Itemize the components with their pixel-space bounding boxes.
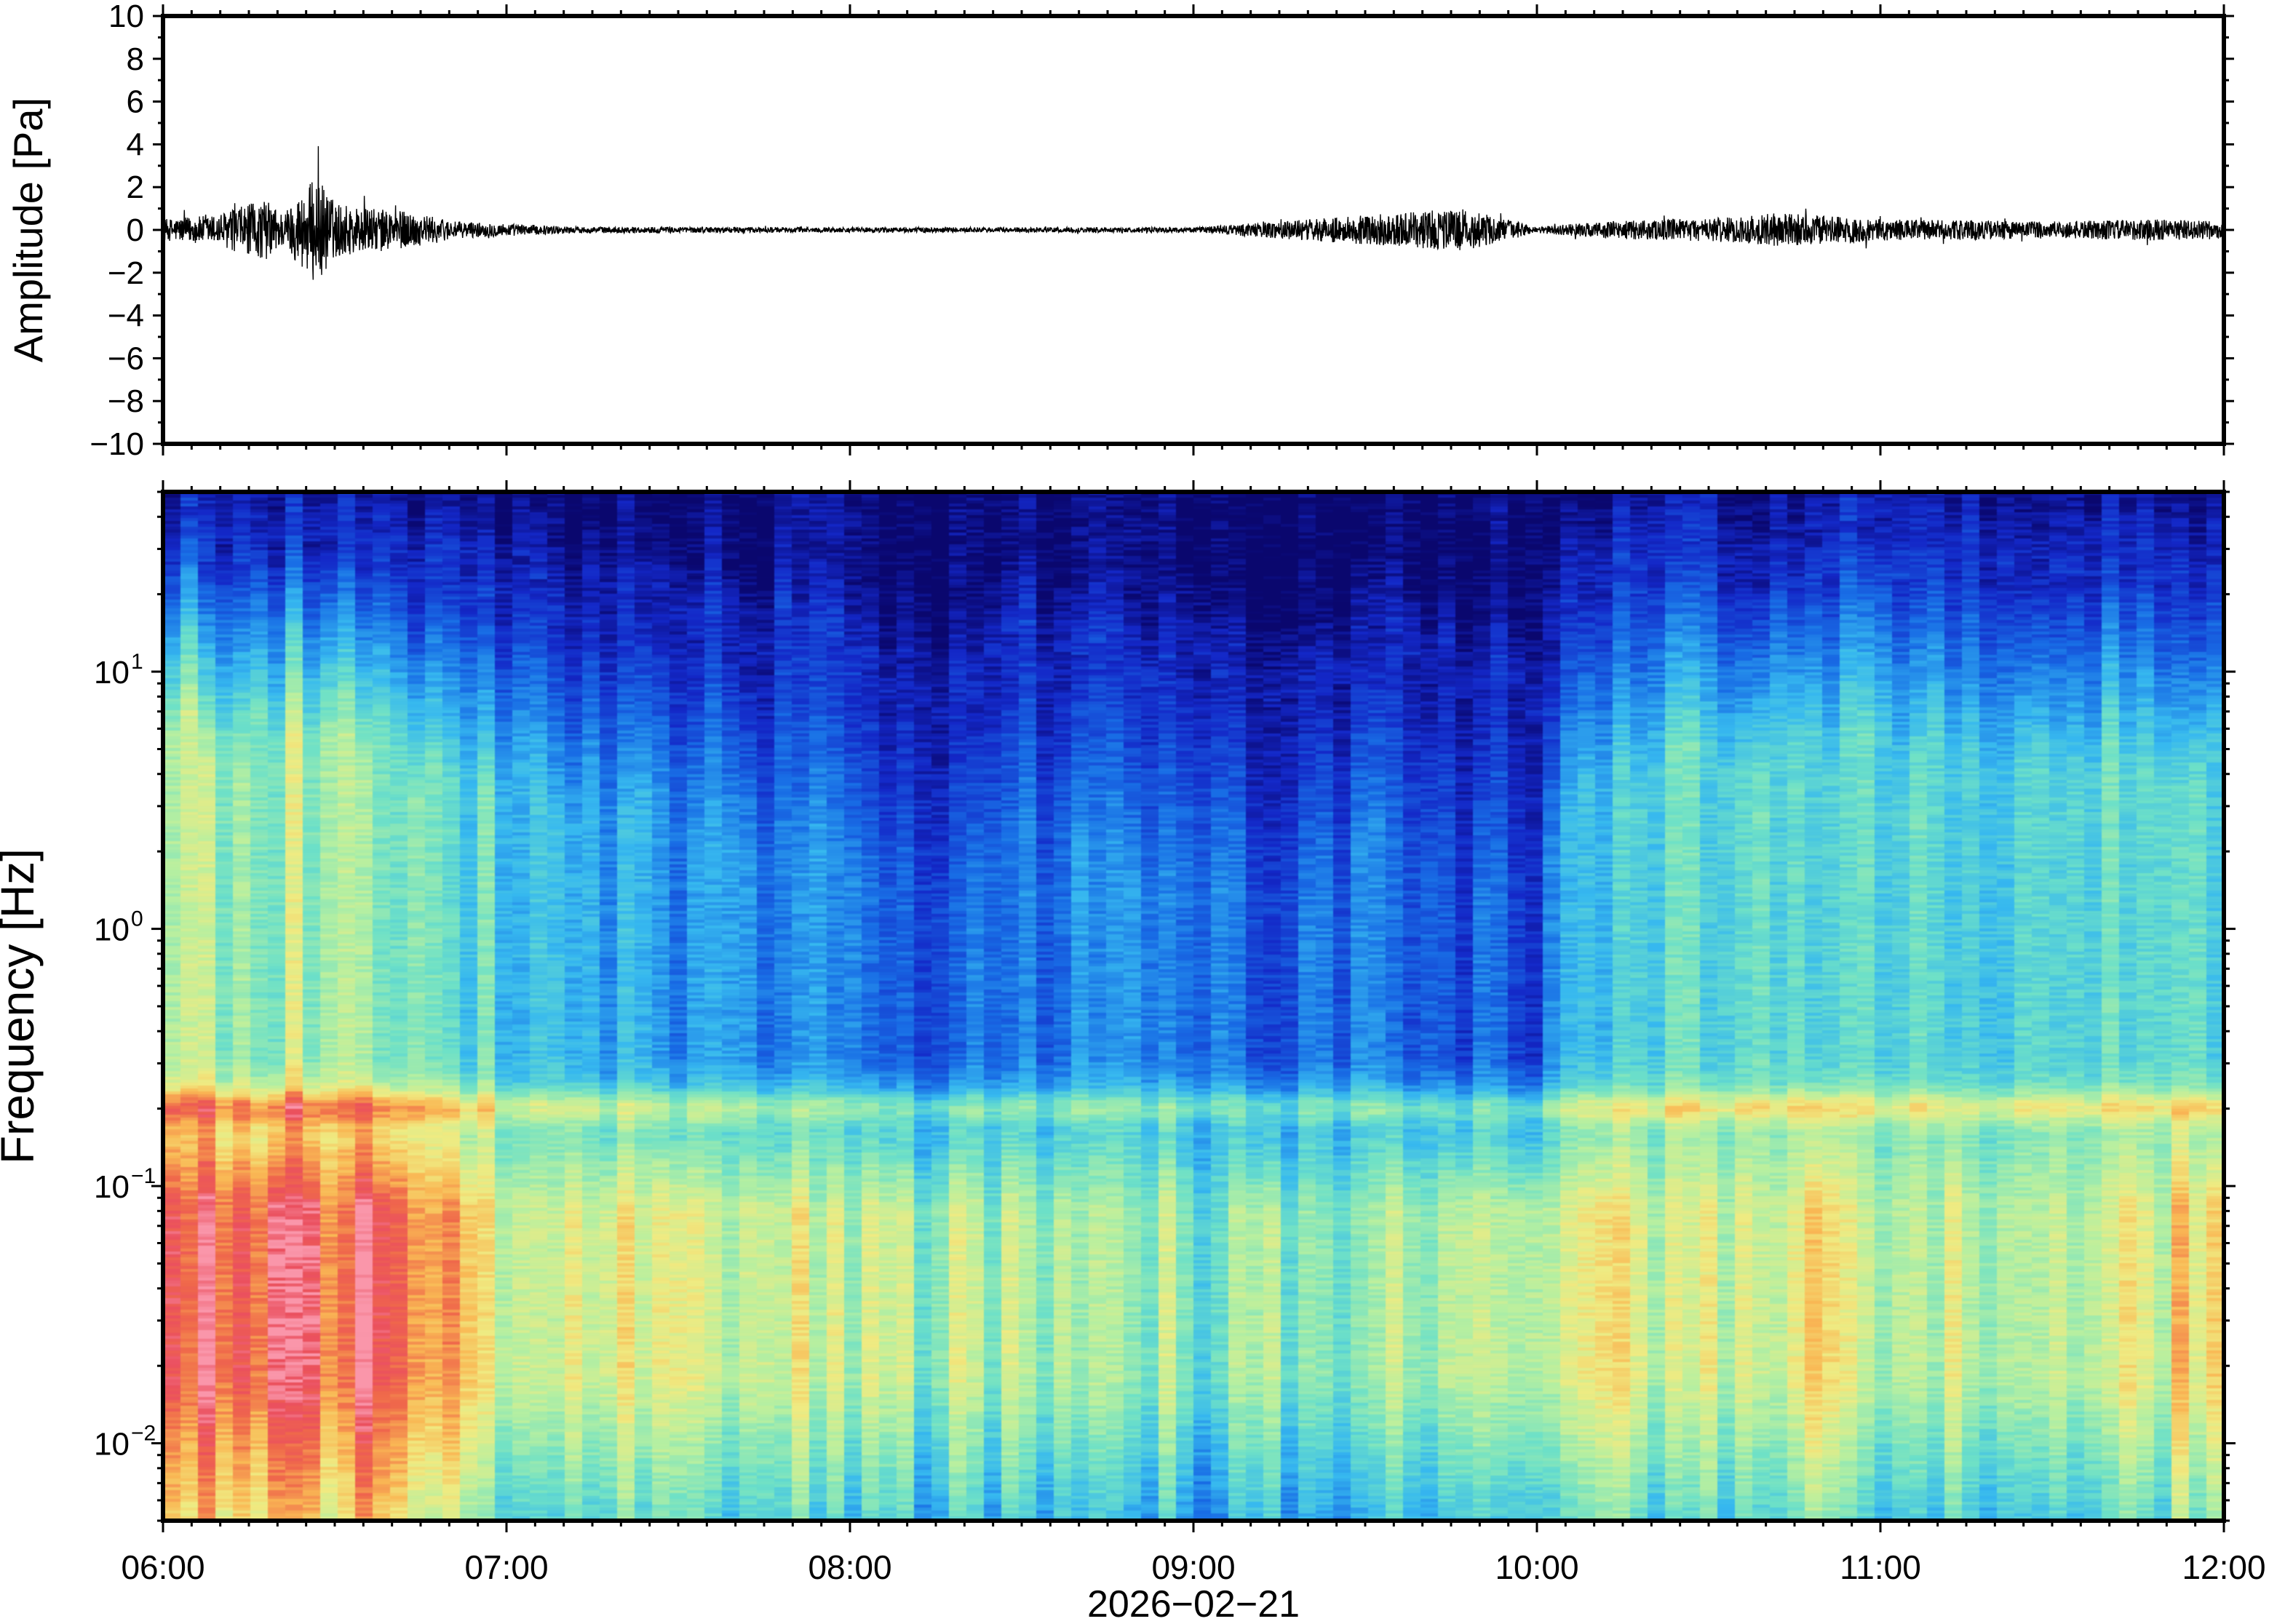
wave-y-tick-label: −8 xyxy=(108,383,144,419)
wave-y-tick-label: 6 xyxy=(127,84,144,120)
time-tick-label: 10:00 xyxy=(1495,1548,1578,1586)
time-tick-label: 09:00 xyxy=(1151,1548,1235,1586)
spectrogram-frame xyxy=(161,490,2226,1523)
wave-y-tick-label: 4 xyxy=(127,127,144,162)
time-tick-label: 06:00 xyxy=(121,1548,204,1586)
date-axis-label: 2026−02−21 xyxy=(1087,1583,1300,1624)
freq-tick-label: 10 xyxy=(94,1427,130,1462)
time-tick-label: 08:00 xyxy=(808,1548,891,1586)
time-tick-label: 07:00 xyxy=(464,1548,548,1586)
wave-y-tick-label: −4 xyxy=(108,298,144,334)
wave-y-tick-label: 10 xyxy=(108,0,144,34)
freq-tick-label: 10 xyxy=(94,655,130,690)
spectrogram-image xyxy=(163,492,2224,1521)
time-tick-label: 12:00 xyxy=(2182,1548,2265,1586)
wave-y-tick-label: −10 xyxy=(90,426,144,462)
frequency-axis-label: Frequency [Hz] xyxy=(0,848,44,1164)
freq-tick-label: 10 xyxy=(94,912,130,948)
time-tick-label: 11:00 xyxy=(1840,1548,1921,1586)
wave-y-tick-label: −6 xyxy=(108,341,144,376)
wave-y-tick-label: 2 xyxy=(127,170,144,205)
amplitude-axis-label: Amplitude [Pa] xyxy=(5,97,51,362)
tick-marks xyxy=(151,4,2236,1532)
wave-y-tick-label: −2 xyxy=(108,255,144,291)
freq-tick-exponent: −1 xyxy=(131,1164,156,1188)
waveform-frame xyxy=(161,14,2226,446)
wave-y-tick-label: 0 xyxy=(127,212,144,248)
freq-tick-exponent: −2 xyxy=(131,1422,156,1446)
wave-y-tick-label: 8 xyxy=(127,41,144,77)
freq-tick-exponent: 1 xyxy=(131,650,143,674)
freq-tick-exponent: 0 xyxy=(131,907,143,931)
freq-tick-label: 10 xyxy=(94,1169,130,1205)
waveform-line xyxy=(162,146,2225,280)
waveform-trace xyxy=(162,146,2225,280)
